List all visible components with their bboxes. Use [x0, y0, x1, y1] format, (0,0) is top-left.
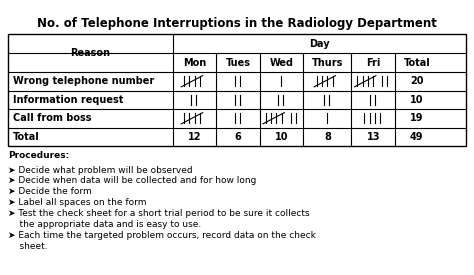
Bar [8, 34, 466, 146]
Text: 6: 6 [235, 132, 242, 142]
Text: ➤ Decide when data will be collected and for how long: ➤ Decide when data will be collected and… [8, 176, 256, 185]
Text: 13: 13 [366, 132, 380, 142]
Text: No. of Telephone Interruptions in the Radiology Department: No. of Telephone Interruptions in the Ra… [37, 17, 437, 30]
Text: ➤ Label all spaces on the form: ➤ Label all spaces on the form [8, 198, 146, 207]
Text: ➤ Each time the targeted problem occurs, record data on the check: ➤ Each time the targeted problem occurs,… [8, 232, 316, 240]
Text: Information request: Information request [13, 95, 123, 105]
Text: Tues: Tues [226, 57, 251, 67]
Text: 49: 49 [410, 132, 423, 142]
Text: Call from boss: Call from boss [13, 113, 91, 123]
Text: 19: 19 [410, 113, 423, 123]
Text: Thurs: Thurs [312, 57, 343, 67]
Text: sheet.: sheet. [8, 242, 47, 251]
Text: 8: 8 [324, 132, 331, 142]
Text: 10: 10 [275, 132, 288, 142]
Text: Procedures:: Procedures: [8, 151, 69, 160]
Text: ➤ Test the check sheet for a short trial period to be sure it collects: ➤ Test the check sheet for a short trial… [8, 209, 310, 218]
Text: Total: Total [13, 132, 40, 142]
Text: 12: 12 [188, 132, 201, 142]
Text: 20: 20 [410, 76, 423, 86]
Text: 10: 10 [410, 95, 423, 105]
Text: Reason: Reason [71, 48, 110, 58]
Text: Day: Day [309, 39, 330, 48]
Text: Wrong telephone number: Wrong telephone number [13, 76, 154, 86]
Text: the appropriate data and is easy to use.: the appropriate data and is easy to use. [8, 220, 201, 229]
Text: Wed: Wed [270, 57, 294, 67]
Text: ➤ Decide the form: ➤ Decide the form [8, 187, 92, 196]
Text: Fri: Fri [366, 57, 381, 67]
Text: Total: Total [403, 57, 430, 67]
Text: ➤ Decide what problem will be observed: ➤ Decide what problem will be observed [8, 166, 192, 175]
Text: Mon: Mon [183, 57, 206, 67]
